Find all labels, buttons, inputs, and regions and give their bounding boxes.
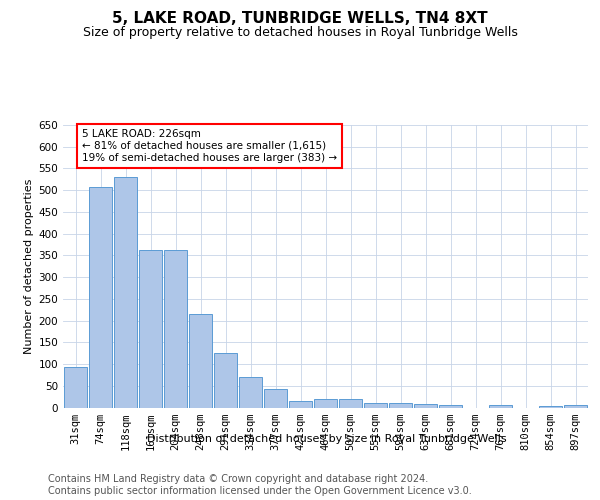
- Bar: [114, 177, 137, 408]
- Text: 5, LAKE ROAD, TUNBRIDGE WELLS, TN4 8XT: 5, LAKE ROAD, TUNBRIDGE WELLS, TN4 8XT: [112, 11, 488, 26]
- Bar: [564, 406, 587, 407]
- Bar: [439, 406, 462, 407]
- Bar: [139, 250, 162, 408]
- Bar: [414, 404, 437, 407]
- Bar: [164, 250, 187, 408]
- Bar: [489, 406, 512, 407]
- Text: Contains HM Land Registry data © Crown copyright and database right 2024.: Contains HM Land Registry data © Crown c…: [48, 474, 428, 484]
- Text: Size of property relative to detached houses in Royal Tunbridge Wells: Size of property relative to detached ho…: [83, 26, 517, 39]
- Bar: [64, 367, 87, 408]
- Y-axis label: Number of detached properties: Number of detached properties: [24, 178, 34, 354]
- Bar: [539, 406, 562, 407]
- Bar: [339, 399, 362, 407]
- Bar: [214, 353, 237, 408]
- Text: Contains public sector information licensed under the Open Government Licence v3: Contains public sector information licen…: [48, 486, 472, 496]
- Bar: [289, 400, 312, 407]
- Bar: [264, 389, 287, 407]
- Bar: [89, 187, 112, 408]
- Bar: [389, 402, 412, 407]
- Text: Distribution of detached houses by size in Royal Tunbridge Wells: Distribution of detached houses by size …: [147, 434, 507, 444]
- Bar: [364, 402, 387, 407]
- Bar: [314, 399, 337, 407]
- Bar: [189, 314, 212, 408]
- Text: 5 LAKE ROAD: 226sqm
← 81% of detached houses are smaller (1,615)
19% of semi-det: 5 LAKE ROAD: 226sqm ← 81% of detached ho…: [82, 130, 337, 162]
- Bar: [239, 377, 262, 408]
